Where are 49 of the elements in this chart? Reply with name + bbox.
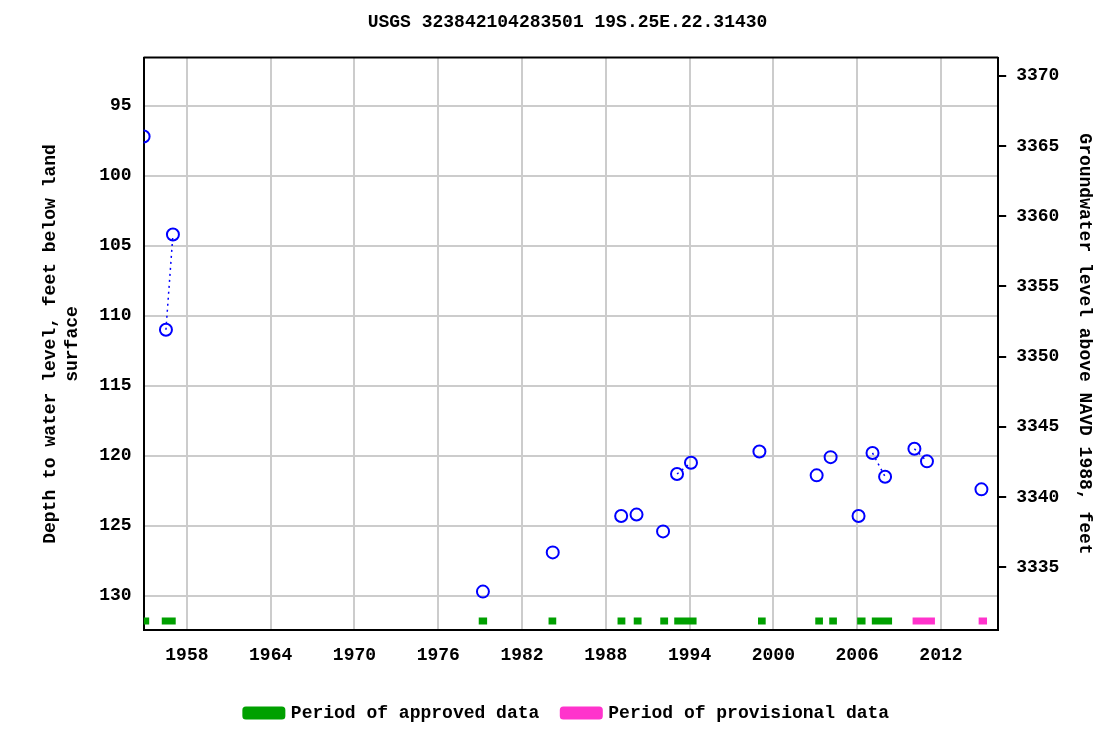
point: [670, 466, 685, 481]
point: [865, 445, 880, 460]
y-tick-label: 100: [99, 165, 132, 186]
point: [907, 441, 922, 456]
y-tick-label: 130: [99, 585, 132, 606]
x-tick-label: 1982: [500, 644, 544, 665]
y2-tick-label: 3350: [1016, 346, 1060, 367]
point: [878, 469, 893, 484]
point: [158, 322, 173, 337]
y2-tick-label: 3335: [1016, 556, 1060, 577]
point: [545, 545, 560, 560]
legend-label: Period of approved data: [290, 702, 540, 723]
y2-tick-label: 3340: [1016, 486, 1060, 507]
x-tick-label: 1964: [249, 644, 293, 665]
point: [614, 508, 629, 523]
point: [809, 468, 824, 483]
y2-tick-label: 3365: [1016, 135, 1060, 156]
y-tick-label: 110: [99, 305, 132, 326]
x-tick-label: 1970: [332, 644, 377, 665]
y-tick-label: 120: [99, 445, 132, 466]
point: [851, 508, 866, 523]
y-tick-label: 105: [99, 235, 132, 256]
x-tick-label: 2006: [835, 644, 879, 665]
point: [823, 450, 838, 465]
point: [683, 455, 698, 470]
y-axis-title: Depth to water level, feet below land surface: [40, 144, 82, 544]
point: [629, 507, 644, 522]
x-tick-label: 2000: [751, 644, 795, 665]
point: [752, 444, 767, 459]
point: [656, 524, 671, 539]
x-tick-label: 2012: [919, 644, 963, 665]
y2-tick-label: 3355: [1016, 275, 1060, 296]
y-tick-label: 115: [99, 375, 132, 396]
point: [165, 227, 180, 242]
y2-tick-label: 3370: [1016, 65, 1060, 86]
y-tick-label: 125: [99, 515, 132, 536]
point: [475, 584, 490, 599]
y-tick-label: 95: [110, 95, 132, 116]
point: [974, 482, 989, 497]
y2-tick-label: 3345: [1016, 416, 1060, 437]
legend-label: Period of provisional data: [608, 702, 890, 723]
point: [919, 454, 934, 469]
x-tick-label: 1988: [584, 644, 628, 665]
x-tick-label: 1958: [165, 644, 209, 665]
x-tick-label: 1976: [416, 644, 460, 665]
x-tick-label: 1994: [667, 644, 712, 665]
y2-axis-title: Groundwater level above NAVD 1988, feet: [1074, 133, 1095, 555]
chart-title: USGS 323842104283501 19S.25E.22.31430: [367, 12, 768, 33]
y2-tick-label: 3360: [1016, 205, 1060, 226]
